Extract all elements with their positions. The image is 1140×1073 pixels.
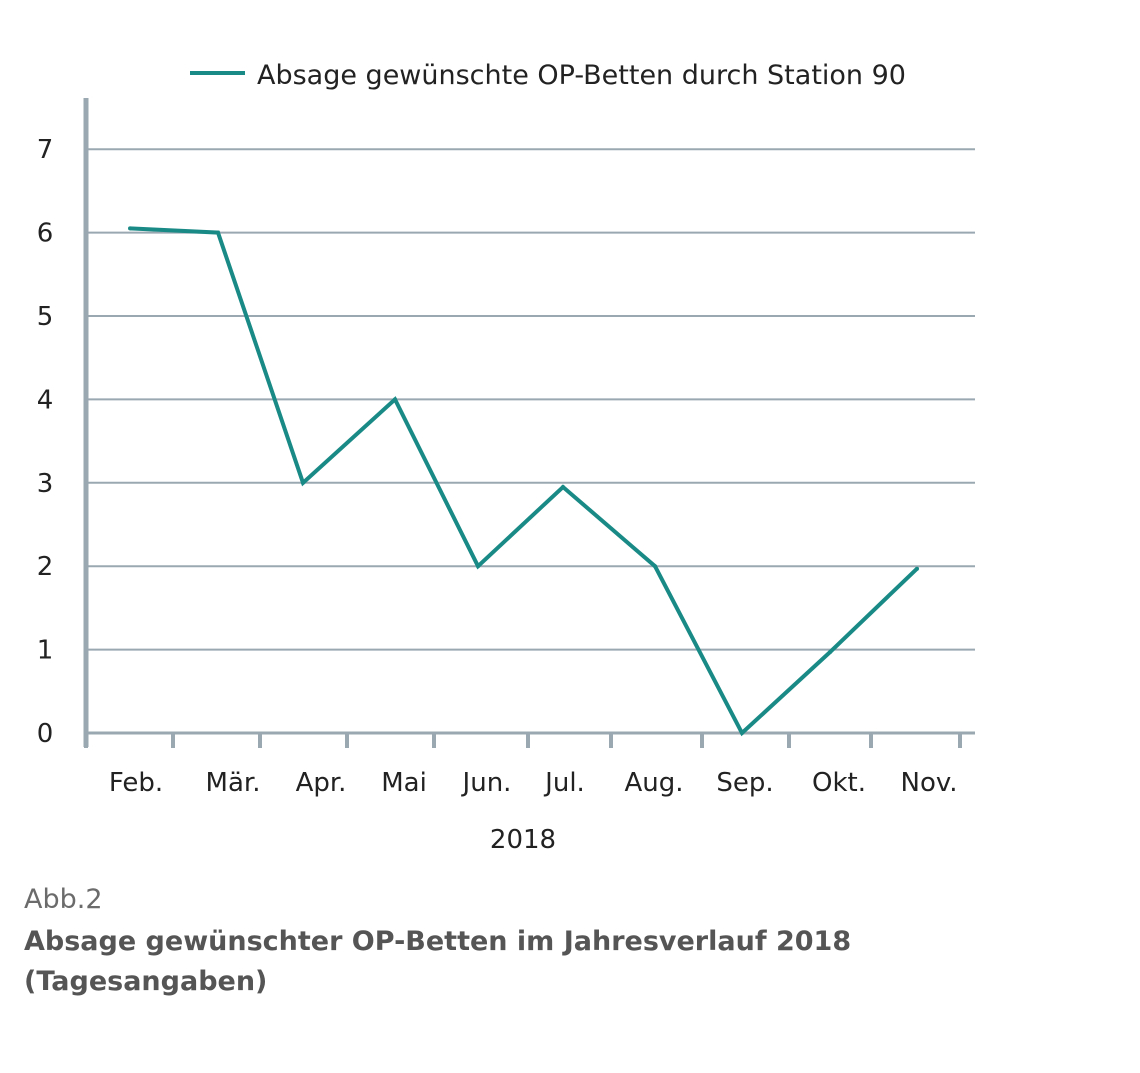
data-point-Sep. xyxy=(740,731,744,735)
data-point-Aug. xyxy=(653,564,657,569)
x-tick-label-10: Nov. xyxy=(901,768,958,798)
x-tick-label-2: Mär. xyxy=(206,768,261,798)
y-tick-label-3: 3 xyxy=(37,469,54,499)
x-tick-label-4: Mai xyxy=(381,768,427,798)
data-point-Mai xyxy=(393,397,397,402)
x-tick-labels: Feb. Mär. Apr. Mai Jun. Jul. Aug. Sep. Okt. Nov. xyxy=(109,768,958,798)
x-tick-label-8: Sep. xyxy=(716,768,773,798)
data-point-Feb. xyxy=(128,226,132,231)
y-tick-labels: 0 1 2 3 4 5 6 7 xyxy=(37,135,54,749)
legend: Absage gewünschte OP-Betten durch Statio… xyxy=(190,60,906,91)
y-tick-label-7: 7 xyxy=(37,135,54,165)
data-point-Nov. xyxy=(915,566,919,571)
x-axis-title: 2018 xyxy=(490,825,556,855)
x-tick-label-3: Apr. xyxy=(296,768,347,798)
data-point-Apr. xyxy=(301,480,305,485)
x-tick-label-1: Feb. xyxy=(109,768,163,798)
line-chart: 0 1 2 3 4 5 6 7 Feb. Mär. Apr. Mai Jun. Jul. Aug. Sep.… xyxy=(37,60,975,855)
x-tick-label-5: Jun. xyxy=(461,768,512,798)
figure-number: Abb.2 xyxy=(24,884,103,915)
x-tick-label-9: Okt. xyxy=(812,768,866,798)
figure-caption-title: Absage gewünschter OP-Betten im Jahresve… xyxy=(24,926,852,997)
axes xyxy=(83,98,975,748)
data-point-Okt. xyxy=(828,650,832,655)
data-point-Jul. xyxy=(561,484,565,489)
legend-label: Absage gewünschte OP-Betten durch Statio… xyxy=(257,60,906,91)
series-line xyxy=(129,226,919,737)
y-tick-label-1: 1 xyxy=(37,636,54,666)
data-point-Mär. xyxy=(216,230,220,235)
x-tick-label-7: Aug. xyxy=(624,768,683,798)
y-tick-label-0: 0 xyxy=(37,719,54,749)
gridlines xyxy=(86,148,975,651)
series-layer xyxy=(128,226,919,737)
y-tick-label-5: 5 xyxy=(37,302,54,332)
data-point-Jun. xyxy=(476,564,480,569)
x-tick-label-6: Jul. xyxy=(543,768,585,798)
y-tick-label-2: 2 xyxy=(37,552,54,582)
y-tick-label-6: 6 xyxy=(37,219,54,249)
y-tick-label-4: 4 xyxy=(37,385,54,415)
